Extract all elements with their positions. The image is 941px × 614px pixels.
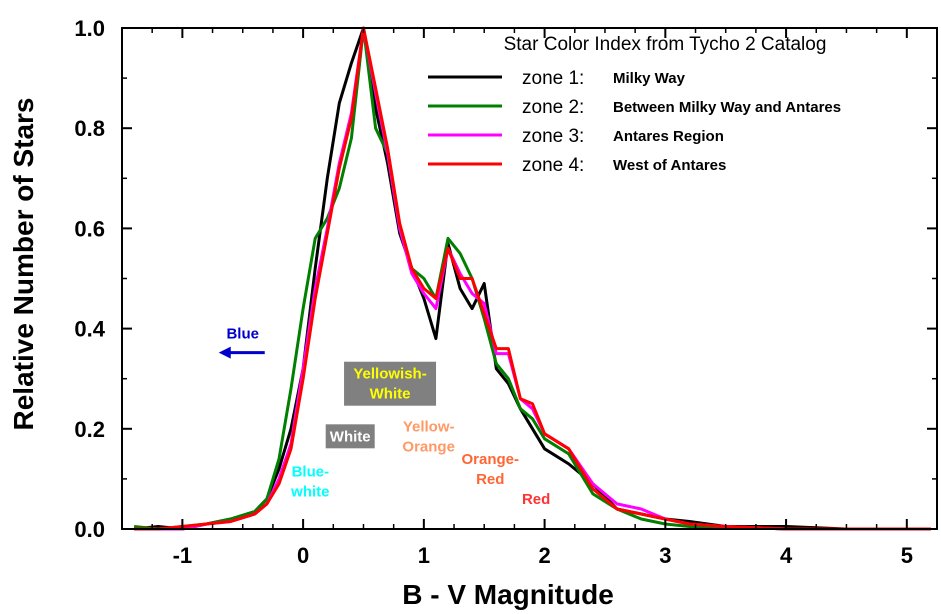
annotation-text: white xyxy=(290,483,329,500)
chart-title: Star Color Index from Tycho 2 Catalog xyxy=(504,34,827,55)
annotation-text: Red xyxy=(522,491,550,508)
legend-zone-label: zone 3: xyxy=(522,126,584,147)
x-tick-label: 0 xyxy=(297,543,309,568)
legend: Star Color Index from Tycho 2 Catalog zo… xyxy=(428,34,841,176)
annotation-box xyxy=(325,424,375,449)
annotation-text: Orange- xyxy=(462,451,520,468)
annotation-text: Yellowish- xyxy=(353,366,426,383)
legend-zone-description: West of Antares xyxy=(613,157,726,174)
x-tick-label: 1 xyxy=(418,543,430,568)
legend-zone-label: zone 4: xyxy=(522,155,584,176)
y-tick-label: 0.0 xyxy=(74,517,105,542)
x-tick-label: 4 xyxy=(780,543,793,568)
x-tick-label: -1 xyxy=(173,543,193,568)
color-annotations: Blue Yellowish- White White Yellow- Orange Blu… xyxy=(218,326,550,508)
series-lines xyxy=(133,26,931,531)
annotation-text: White xyxy=(370,386,411,403)
annotation-text: Red xyxy=(476,471,504,488)
legend-zone-description: Milky Way xyxy=(613,70,686,87)
annotation-text: Yellow- xyxy=(403,418,455,435)
annotation-red: Red xyxy=(522,491,550,508)
y-tick-label: 0.6 xyxy=(74,216,105,241)
annotation-white: White xyxy=(325,424,375,449)
legend-zone-description: Between Milky Way and Antares xyxy=(613,99,841,116)
x-tick-label: 2 xyxy=(538,543,550,568)
y-tick-label: 0.2 xyxy=(74,417,105,442)
y-tick-label: 1.0 xyxy=(74,16,105,41)
y-tick-label: 0.8 xyxy=(74,116,105,141)
y-axis-title: Relative Number of Stars xyxy=(8,98,39,431)
x-tick-label: 5 xyxy=(901,543,913,568)
annotation-blue: Blue xyxy=(218,326,265,359)
annotation-yellow-orange: Yellow- Orange xyxy=(402,418,455,455)
series-line-zone-3 xyxy=(134,26,931,531)
legend-zone-label: zone 2: xyxy=(522,97,584,118)
annotation-box xyxy=(344,361,437,406)
series-line-zone-4 xyxy=(134,26,931,531)
y-tick-label: 0.4 xyxy=(74,317,105,342)
x-tick-label: 3 xyxy=(659,543,671,568)
arrow-head-icon xyxy=(218,346,231,359)
x-axis-title: B - V Magnitude xyxy=(402,579,614,610)
annotation-text: White xyxy=(330,428,371,445)
legend-zone-description: Antares Region xyxy=(613,128,724,145)
annotation-orange-red: Orange- Red xyxy=(462,451,520,488)
legend-zone-label: zone 1: xyxy=(522,68,584,89)
annotation-text: Blue xyxy=(226,326,259,343)
annotation-text: Blue- xyxy=(292,463,330,480)
annotation-yellowish-white: Yellowish- White xyxy=(344,361,437,406)
annotation-blue-white: Blue-white xyxy=(290,463,329,500)
annotation-text: Orange xyxy=(402,438,455,455)
axis-ticks: -1 0 1 2 3 4 5 0.0 0.2 0.4 0.6 0.8 1.0 xyxy=(74,16,938,568)
